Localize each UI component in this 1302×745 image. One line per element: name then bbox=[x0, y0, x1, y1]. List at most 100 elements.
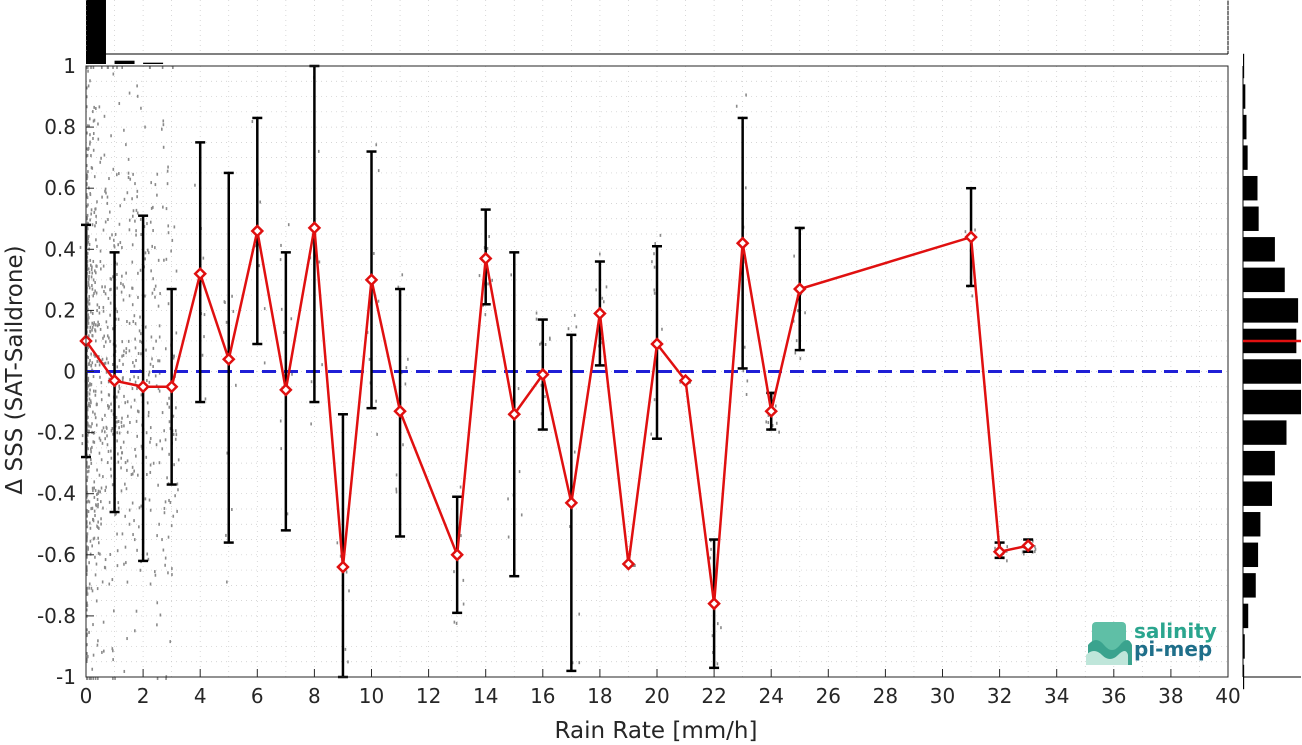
scatter-point bbox=[156, 193, 158, 197]
scatter-point bbox=[94, 207, 97, 211]
scatter-point bbox=[115, 415, 118, 419]
scatter-point bbox=[90, 208, 93, 212]
scatter-point bbox=[95, 599, 98, 603]
scatter-point bbox=[144, 251, 147, 255]
scatter-point bbox=[231, 294, 233, 298]
scatter-point bbox=[133, 538, 136, 542]
scatter-point bbox=[226, 580, 228, 584]
scatter-point bbox=[106, 443, 109, 447]
scatter-point bbox=[158, 335, 161, 339]
scatter-point bbox=[163, 511, 166, 515]
scatter-point bbox=[86, 589, 88, 593]
scatter-point bbox=[87, 240, 90, 244]
scatter-point bbox=[87, 307, 89, 311]
scatter-point bbox=[93, 353, 95, 357]
scatter-point bbox=[144, 325, 147, 329]
scatter-point bbox=[117, 501, 120, 505]
scatter-point bbox=[87, 234, 90, 238]
scatter-point bbox=[98, 305, 101, 309]
scatter-point bbox=[86, 173, 88, 177]
right-hist-bar bbox=[1243, 298, 1299, 323]
scatter-point bbox=[126, 580, 129, 584]
scatter-point bbox=[602, 300, 605, 304]
scatter-point bbox=[111, 427, 114, 431]
scatter-point bbox=[89, 382, 91, 386]
scatter-point bbox=[162, 123, 165, 127]
scatter-point bbox=[118, 386, 121, 390]
scatter-point bbox=[140, 393, 143, 397]
scatter-point bbox=[94, 224, 96, 228]
scatter-point bbox=[93, 118, 96, 122]
scatter-point bbox=[279, 419, 282, 423]
scatter-point bbox=[251, 120, 254, 124]
right-hist-bar bbox=[1243, 542, 1259, 568]
mean-series-point bbox=[1021, 538, 1035, 553]
scatter-point bbox=[132, 533, 134, 537]
right-hist-bar bbox=[1243, 450, 1275, 476]
scatter-point bbox=[92, 119, 95, 123]
x-tick-label: 12 bbox=[416, 684, 441, 708]
scatter-point bbox=[377, 299, 380, 303]
scatter-point bbox=[86, 86, 88, 90]
scatter-point bbox=[94, 323, 97, 327]
scatter-point bbox=[709, 556, 712, 560]
mean-series-point bbox=[764, 404, 778, 418]
scatter-point bbox=[95, 238, 97, 242]
x-tick-label: 22 bbox=[701, 684, 726, 708]
scatter-point bbox=[125, 347, 128, 351]
scatter-point bbox=[148, 66, 151, 69]
scatter-point bbox=[124, 482, 126, 486]
scatter-point bbox=[136, 548, 138, 552]
scatter-point bbox=[92, 66, 95, 69]
scatter-point bbox=[92, 323, 95, 327]
scatter-point bbox=[90, 458, 92, 462]
y-tick-label: 0.4 bbox=[44, 237, 76, 261]
scatter-point bbox=[86, 196, 89, 200]
scatter-point bbox=[174, 494, 176, 498]
scatter-point bbox=[86, 193, 88, 197]
scatter-point bbox=[86, 520, 88, 524]
scatter-point bbox=[86, 124, 89, 128]
scatter-point bbox=[89, 258, 92, 262]
scatter-point bbox=[661, 327, 663, 331]
scatter-point bbox=[158, 359, 161, 363]
scatter-point bbox=[144, 125, 146, 129]
scatter-point bbox=[94, 677, 97, 680]
scatter-point bbox=[89, 521, 91, 525]
scatter-point bbox=[158, 324, 161, 328]
scatter-point bbox=[794, 351, 797, 355]
scatter-point bbox=[102, 620, 105, 624]
scatter-point bbox=[92, 489, 94, 493]
scatter-point bbox=[102, 475, 104, 479]
x-axis-label: Rain Rate [mm/h] bbox=[555, 718, 758, 744]
scatter-point bbox=[86, 601, 88, 605]
scatter-point bbox=[107, 393, 110, 397]
scatter-point bbox=[105, 357, 108, 361]
scatter-point bbox=[518, 470, 521, 474]
scatter-point bbox=[130, 473, 133, 477]
scatter-point bbox=[710, 547, 712, 551]
x-tick-label: 28 bbox=[873, 684, 898, 708]
axes-frame bbox=[85, 65, 1229, 678]
scatter-point bbox=[175, 331, 178, 335]
scatter-point bbox=[161, 447, 164, 451]
scatter-point bbox=[86, 657, 88, 661]
scatter-point bbox=[100, 486, 103, 490]
scatter-point bbox=[114, 232, 117, 236]
scatter-point bbox=[460, 534, 462, 538]
scatter-point bbox=[86, 415, 89, 419]
scatter-point bbox=[89, 330, 92, 334]
top-histogram bbox=[85, 0, 1229, 64]
scatter-point bbox=[368, 357, 371, 361]
scatter-point bbox=[152, 205, 154, 209]
scatter-point bbox=[126, 637, 128, 641]
scatter-point bbox=[136, 189, 139, 193]
scatter-point bbox=[90, 447, 92, 451]
scatter-point bbox=[653, 291, 656, 295]
scatter-point bbox=[127, 157, 130, 161]
scatter-point bbox=[224, 301, 226, 305]
scatter-point bbox=[130, 405, 132, 409]
scatter-point bbox=[86, 475, 89, 479]
scatter-point bbox=[149, 362, 152, 366]
scatter-point bbox=[172, 66, 174, 69]
